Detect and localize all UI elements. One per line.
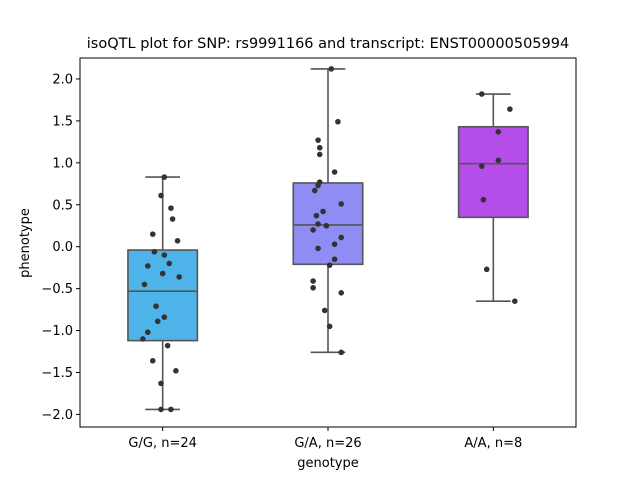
- data-point: [140, 336, 146, 342]
- y-axis: −2.0 −1.5 −1.0 −0.5 0.0 0.5 1.0 1.5 2.0: [41, 72, 80, 423]
- data-point: [495, 129, 502, 135]
- data-point: [153, 303, 159, 310]
- iqr-box: [457, 125, 529, 219]
- data-point: [321, 307, 328, 314]
- data-point: [338, 201, 345, 207]
- y-tick-label: 1.0: [52, 156, 73, 171]
- data-point: [335, 118, 341, 125]
- data-point: [168, 205, 174, 211]
- data-point: [315, 137, 321, 143]
- plot-area: [127, 66, 529, 413]
- data-point: [144, 329, 151, 336]
- data-point: [338, 290, 345, 296]
- box-group: [457, 93, 529, 303]
- x-axis: G/G, n=24 G/A, n=26 A/A, n=8: [128, 427, 522, 451]
- data-point: [159, 270, 166, 277]
- data-point: [326, 323, 333, 330]
- data-point: [328, 66, 335, 72]
- data-point: [480, 196, 487, 203]
- y-tick-label: 1.5: [52, 114, 73, 129]
- data-point: [315, 245, 321, 252]
- data-point: [338, 234, 345, 241]
- data-point: [154, 318, 161, 325]
- data-point: [144, 263, 151, 269]
- data-point: [141, 281, 148, 288]
- data-point: [173, 368, 179, 374]
- data-point: [315, 221, 321, 227]
- data-point: [331, 169, 338, 175]
- data-point: [478, 163, 485, 169]
- y-tick-label: −2.0: [41, 408, 73, 423]
- data-point: [168, 406, 174, 413]
- data-point: [331, 256, 338, 263]
- data-point: [174, 238, 181, 244]
- iqr-box: [127, 249, 199, 342]
- data-point: [161, 174, 168, 180]
- data-point: [161, 252, 168, 258]
- data-point: [512, 298, 518, 305]
- box-group: [127, 176, 199, 411]
- data-point: [158, 192, 164, 199]
- data-point: [320, 208, 326, 215]
- x-tick-label: G/G, n=24: [128, 436, 196, 451]
- data-point: [478, 91, 485, 97]
- y-tick-label: 0.0: [52, 240, 73, 255]
- box-group: [292, 68, 364, 354]
- data-point: [331, 241, 338, 247]
- data-point: [151, 248, 158, 255]
- data-point: [176, 274, 182, 280]
- data-point: [313, 212, 320, 219]
- y-tick-label: 0.5: [52, 198, 73, 213]
- data-point: [323, 222, 330, 229]
- iqr-box: [292, 182, 364, 266]
- data-point: [316, 144, 323, 151]
- data-point: [316, 151, 323, 158]
- x-tick-label: A/A, n=8: [464, 436, 522, 451]
- x-axis-label: genotype: [297, 456, 358, 471]
- x-tick-label: G/A, n=26: [294, 436, 361, 451]
- data-point: [169, 216, 176, 222]
- data-point: [149, 231, 156, 237]
- data-point: [310, 284, 316, 291]
- data-point: [315, 182, 321, 189]
- data-point: [164, 342, 171, 349]
- data-point: [310, 278, 316, 284]
- chart-title: isoQTL plot for SNP: rs9991166 and trans…: [87, 36, 569, 52]
- data-point: [326, 262, 333, 268]
- y-tick-label: −1.5: [41, 366, 73, 381]
- y-tick-label: −0.5: [41, 282, 73, 297]
- data-point: [166, 260, 173, 267]
- y-axis-label: phenotype: [18, 208, 33, 278]
- data-point: [311, 187, 318, 194]
- y-tick-label: −1.0: [41, 324, 73, 339]
- data-point: [483, 266, 490, 273]
- data-point: [149, 357, 156, 364]
- data-point: [310, 227, 316, 233]
- data-point: [507, 106, 513, 112]
- data-point: [158, 380, 164, 387]
- data-point: [495, 157, 502, 164]
- data-point: [158, 406, 164, 413]
- data-point: [161, 314, 168, 320]
- y-tick-label: 2.0: [52, 72, 73, 87]
- data-point: [338, 349, 345, 356]
